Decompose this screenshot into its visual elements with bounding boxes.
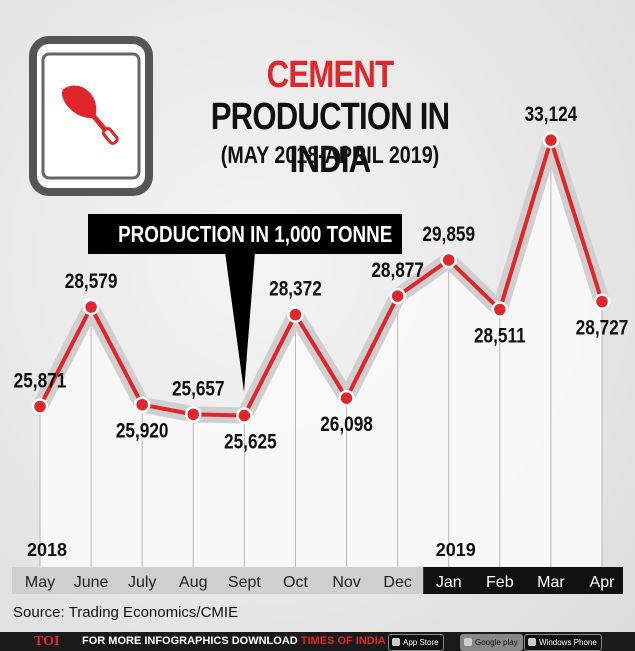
x-tick-jan: Jan — [436, 574, 462, 591]
app-store-badge[interactable]: App Store — [388, 634, 444, 651]
x-tick-aug: Aug — [179, 574, 207, 591]
value-label-aug: 25,657 — [172, 378, 225, 401]
point-mar — [542, 131, 560, 149]
source-note: Source: Trading Economics/CMIE — [13, 604, 239, 621]
trowel-icon — [61, 85, 119, 145]
year-label-2019: 2019 — [436, 540, 476, 560]
chart-title: CEMENT — [266, 54, 394, 96]
app-store-label: App Store — [403, 638, 439, 647]
footer-bar: TOI FOR MORE INFOGRAPHICS DOWNLOAD TIMES… — [0, 632, 635, 651]
value-label-jan: 29,859 — [422, 224, 475, 247]
chart-area-fill — [40, 140, 602, 567]
cement-bag-icon — [29, 36, 153, 196]
x-tick-mar: Mar — [537, 574, 565, 591]
point-nov — [338, 389, 355, 407]
x-axis-band — [12, 567, 424, 594]
x-tick-july: July — [128, 574, 156, 591]
x-tick-oct: Oct — [283, 574, 308, 591]
x-tick-june: June — [74, 574, 109, 591]
point-july — [133, 396, 151, 413]
production-line — [38, 138, 604, 418]
footer-promo-text: FOR MORE INFOGRAPHICS DOWNLOAD — [82, 635, 301, 647]
point-jan — [440, 251, 457, 269]
x-axis-band-2019 — [423, 567, 623, 594]
point-oct — [287, 306, 304, 323]
x-tick-apr: Apr — [590, 574, 616, 591]
value-label-dec: 28,877 — [371, 260, 424, 283]
unit-label: PRODUCTION IN 1,000 TONNE — [118, 221, 393, 247]
windows-icon — [528, 638, 536, 646]
unit-callout: PRODUCTION IN 1,000 TONNE — [88, 214, 402, 254]
value-label-june: 28,579 — [65, 271, 118, 294]
value-label-sept: 25,625 — [224, 431, 277, 454]
chart-period: (MAY 2018-APRIL 2019) — [220, 142, 440, 169]
callout-pointer — [225, 252, 255, 392]
point-apr — [593, 293, 611, 310]
x-tick-feb: Feb — [486, 574, 514, 591]
point-dec — [389, 287, 406, 305]
play-icon — [464, 638, 472, 646]
value-label-may: 25,871 — [14, 370, 67, 393]
windows-phone-badge[interactable]: Windows Phone — [524, 634, 602, 651]
point-feb — [491, 301, 509, 318]
footer-app-name: TIMES OF INDIA APP — [300, 635, 411, 647]
apple-icon — [392, 638, 400, 646]
value-label-nov: 26,098 — [320, 414, 373, 437]
point-may — [31, 398, 49, 415]
google-play-label: Google play — [475, 638, 518, 647]
google-play-badge[interactable]: Google play — [460, 634, 523, 651]
windows-phone-label: Windows Phone — [539, 638, 597, 647]
year-label-2018: 2018 — [27, 540, 67, 560]
chart-subtitle: PRODUCTION IN INDIA — [210, 96, 450, 181]
footer-promo: FOR MORE INFOGRAPHICS DOWNLOAD TIMES OF … — [82, 635, 411, 647]
value-label-july: 25,920 — [116, 420, 169, 443]
x-tick-dec: Dec — [383, 574, 411, 591]
x-tick-sept: Sept — [228, 574, 261, 591]
value-label-mar: 33,124 — [525, 104, 578, 127]
point-june — [82, 298, 100, 316]
value-label-oct: 28,372 — [269, 278, 322, 301]
value-label-apr: 28,727 — [576, 317, 629, 340]
value-label-feb: 28,511 — [474, 325, 526, 348]
point-sept — [236, 407, 253, 424]
x-tick-nov: Nov — [332, 574, 360, 591]
toi-logo: TOI — [34, 634, 60, 649]
point-aug — [185, 406, 202, 423]
x-tick-may: May — [25, 574, 55, 591]
